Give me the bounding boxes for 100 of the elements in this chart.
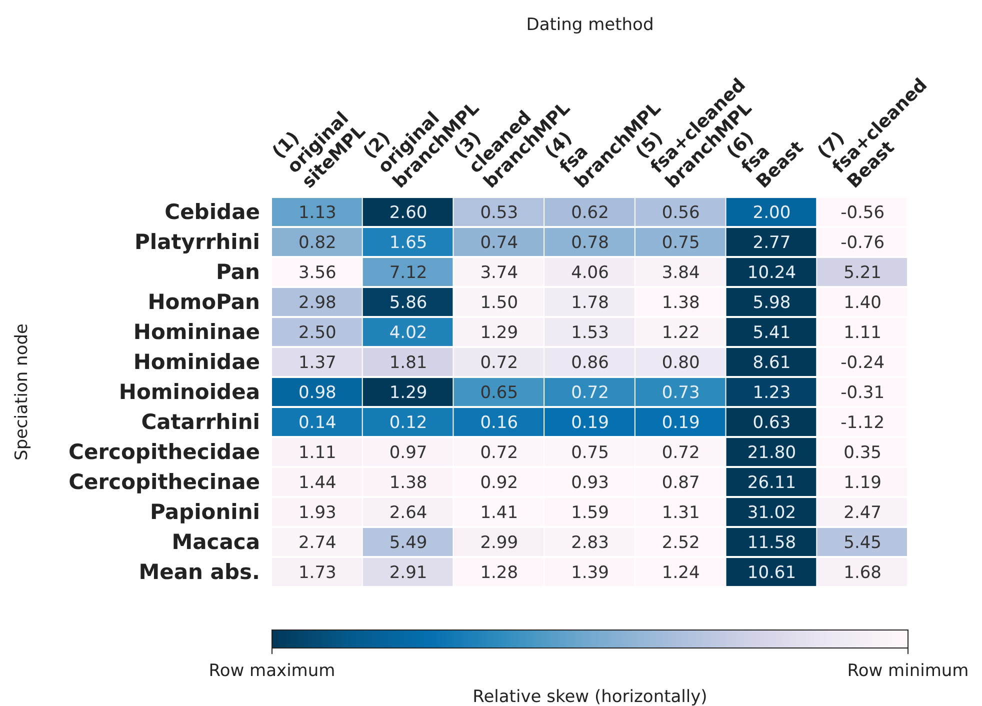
data-label: 7.12 (389, 263, 428, 283)
data-label: 0.86 (571, 353, 609, 373)
data-label: 26.11 (747, 473, 796, 493)
data-label: 0.65 (480, 383, 518, 403)
data-label: 1.23 (752, 383, 791, 403)
data-label: 1.29 (389, 383, 428, 403)
data-label: -0.76 (840, 233, 885, 253)
data-label: 0.75 (571, 443, 609, 463)
data-label: 1.38 (662, 293, 700, 313)
data-label: -0.24 (840, 353, 885, 373)
data-label: 2.00 (752, 203, 791, 223)
data-label: 2.98 (298, 293, 336, 313)
data-label: 5.98 (752, 293, 791, 313)
data-label: 0.63 (752, 413, 791, 433)
y-axis-title: Speciation node (12, 324, 32, 460)
data-label: 1.11 (844, 323, 882, 343)
data-label: 1.65 (389, 233, 428, 253)
text: Row maximum (208, 661, 336, 681)
data-label: 1.13 (298, 203, 336, 223)
data-label: 2.74 (298, 533, 336, 553)
data-label: 0.12 (389, 413, 428, 433)
y-tick-label: Macaca (172, 530, 260, 554)
data-label: 1.78 (571, 293, 609, 313)
data-label: 1.19 (844, 473, 882, 493)
data-label: 8.61 (752, 353, 791, 373)
y-tick-label: Homininae (133, 320, 260, 344)
data-label: 2.60 (389, 203, 428, 223)
data-label: 5.21 (844, 263, 882, 283)
data-label: 0.72 (571, 383, 609, 403)
data-label: 2.91 (389, 563, 428, 583)
data-label: 1.37 (298, 353, 336, 373)
data-label: 2.99 (480, 533, 518, 553)
data-label: 2.50 (298, 323, 336, 343)
data-label: 0.75 (662, 233, 700, 253)
data-label: 1.29 (480, 323, 518, 343)
data-label: 2.83 (571, 533, 609, 553)
y-tick-label: HomoPan (148, 290, 260, 314)
data-label: 3.84 (662, 263, 700, 283)
data-label: 1.11 (298, 443, 336, 463)
data-label: 5.86 (389, 293, 428, 313)
data-label: 1.50 (480, 293, 518, 313)
data-label: 0.19 (662, 413, 700, 433)
data-label: 10.61 (747, 563, 796, 583)
data-label: -1.12 (840, 413, 885, 433)
data-label: -0.56 (840, 203, 885, 223)
data-label: 2.47 (844, 503, 882, 523)
data-label: 0.35 (844, 443, 882, 463)
y-tick-label: Hominoidea (118, 380, 260, 404)
data-label: 2.52 (662, 533, 700, 553)
data-label: 1.24 (662, 563, 700, 583)
y-tick-label: Cercopithecinae (68, 470, 260, 494)
data-label: 0.97 (389, 443, 428, 463)
data-label: 11.58 (747, 533, 796, 553)
data-label: 0.72 (480, 353, 518, 373)
y-tick-label: Papionini (150, 500, 260, 524)
y-tick-label: Hominidae (133, 350, 260, 374)
data-label: 2.77 (752, 233, 791, 253)
data-label: 5.45 (844, 533, 882, 553)
data-label: 1.53 (571, 323, 609, 343)
data-label: 0.82 (298, 233, 336, 253)
data-label: 4.02 (389, 323, 428, 343)
data-label: 1.44 (298, 473, 336, 493)
y-tick-label: Platyrrhini (134, 230, 260, 254)
y-tick-label: Cercopithecidae (68, 440, 260, 464)
data-label: 3.56 (298, 263, 336, 283)
data-label: 10.24 (747, 263, 796, 283)
data-label: 0.72 (480, 443, 518, 463)
data-label: 1.31 (662, 503, 700, 523)
data-label: 0.56 (662, 203, 700, 223)
text: Row minimum (847, 661, 969, 681)
data-label: 0.72 (662, 443, 700, 463)
data-label: 31.02 (747, 503, 796, 523)
data-label: 0.98 (298, 383, 336, 403)
data-label: 3.74 (480, 263, 518, 283)
data-label: 0.80 (662, 353, 700, 373)
data-label: 1.68 (844, 563, 882, 583)
data-label: 0.74 (480, 233, 518, 253)
x-axis-title: Dating method (526, 15, 654, 35)
data-label: 1.93 (298, 503, 336, 523)
data-label: 0.73 (662, 383, 700, 403)
data-label: 0.93 (571, 473, 609, 493)
data-label: 2.64 (389, 503, 428, 523)
data-label: 0.78 (571, 233, 609, 253)
data-label: 5.41 (752, 323, 791, 343)
data-label: 1.73 (298, 563, 336, 583)
data-label: 4.06 (571, 263, 609, 283)
data-label: 1.40 (844, 293, 882, 313)
data-label: 0.53 (480, 203, 518, 223)
data-label: 21.80 (747, 443, 796, 463)
data-label: 1.59 (571, 503, 609, 523)
y-tick-label: Cebidae (164, 200, 260, 224)
data-label: 0.16 (480, 413, 518, 433)
data-label: 5.49 (389, 533, 428, 553)
data-label: 0.87 (662, 473, 700, 493)
data-label: 1.28 (480, 563, 518, 583)
data-label: 1.22 (662, 323, 700, 343)
data-label: 0.14 (298, 413, 336, 433)
y-tick-label: Pan (216, 260, 260, 284)
data-label: 0.92 (480, 473, 518, 493)
data-label: -0.31 (840, 383, 885, 403)
